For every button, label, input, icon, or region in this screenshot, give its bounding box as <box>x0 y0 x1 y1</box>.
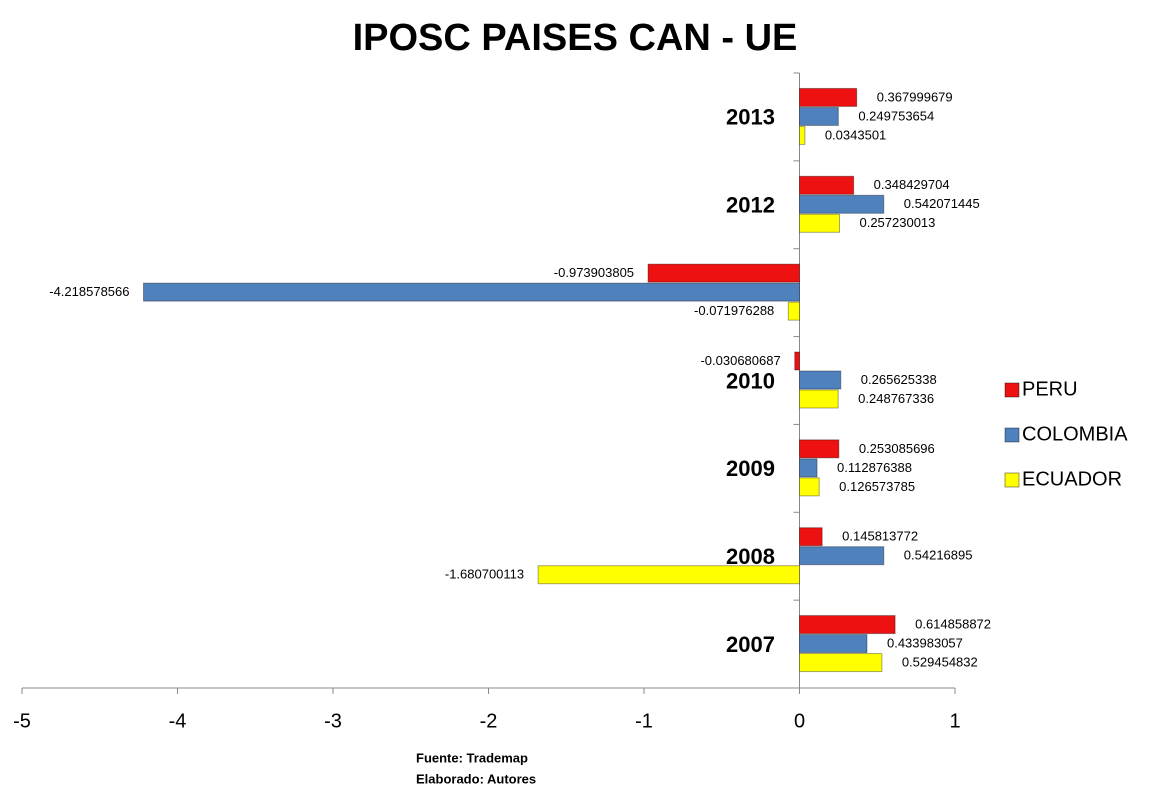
legend-label: PERU <box>1022 378 1078 400</box>
bar <box>799 175 855 195</box>
y-tick-label: 2009 <box>726 456 775 481</box>
bar <box>143 282 800 302</box>
data-label: 0.348429704 <box>874 177 950 192</box>
legend-label: ECUADOR <box>1022 468 1122 490</box>
bar <box>799 125 806 145</box>
bar <box>799 370 842 390</box>
data-label: 0.529454832 <box>902 655 978 670</box>
bar <box>799 87 858 107</box>
data-label: -1.680700113 <box>445 567 524 582</box>
source-note: Fuente: Trademap <box>416 750 528 765</box>
bar <box>787 301 800 321</box>
bar <box>799 389 839 409</box>
legend-swatch <box>1004 472 1020 488</box>
y-tick-label: 2008 <box>726 544 775 569</box>
bar <box>647 263 801 283</box>
legend-label: COLOMBIA <box>1022 423 1128 445</box>
x-tick-label: -1 <box>635 710 653 732</box>
bar <box>799 653 883 673</box>
legend-swatch <box>1004 382 1020 398</box>
data-label: 0.367999679 <box>877 89 953 104</box>
bar <box>537 565 800 585</box>
y-tick-label: 2013 <box>726 105 775 130</box>
bar <box>799 546 885 566</box>
data-label: 0.249753654 <box>858 108 934 123</box>
data-label: 0.542071445 <box>904 196 980 211</box>
data-label: 0.614858872 <box>915 617 991 632</box>
x-tick-label: -4 <box>169 710 187 732</box>
bar <box>799 106 839 126</box>
bar <box>794 351 800 371</box>
data-label: -4.218578566 <box>49 284 129 299</box>
bar <box>799 194 885 214</box>
legend-swatch <box>1004 427 1020 443</box>
data-label: 0.112876388 <box>837 460 912 475</box>
bar <box>799 634 868 654</box>
data-label: -0.030680687 <box>700 353 780 368</box>
bar <box>799 527 823 547</box>
chart-title: IPOSC PAISES CAN - UE <box>353 17 798 59</box>
x-tick-label: 1 <box>949 710 960 732</box>
bar <box>799 458 818 478</box>
data-label: 0.248767336 <box>858 391 934 406</box>
data-label: 0.0343501 <box>825 127 886 142</box>
data-label: 0.145813772 <box>842 529 918 544</box>
data-label: 0.253085696 <box>859 441 935 456</box>
data-label: 0.257230013 <box>859 215 935 230</box>
data-label: 0.126573785 <box>839 479 915 494</box>
x-tick-label: -3 <box>324 710 342 732</box>
bar <box>799 615 896 635</box>
x-tick-label: 0 <box>794 710 805 732</box>
data-label: -0.973903805 <box>554 265 634 280</box>
bar <box>799 439 840 459</box>
data-label: 0.433983057 <box>887 636 963 651</box>
bar <box>799 213 840 233</box>
data-label: 0.265625338 <box>861 372 937 387</box>
data-label: 0.54216895 <box>904 548 973 563</box>
x-tick-label: -2 <box>480 710 498 732</box>
y-tick-label: 2007 <box>726 632 775 657</box>
data-label: -0.071976288 <box>694 303 774 318</box>
y-tick-label: 2012 <box>726 193 775 218</box>
x-tick-label: -5 <box>13 710 31 732</box>
credit-note: Elaborado: Autores <box>416 771 536 786</box>
bar <box>799 477 820 497</box>
y-tick-label: 2010 <box>726 368 775 393</box>
